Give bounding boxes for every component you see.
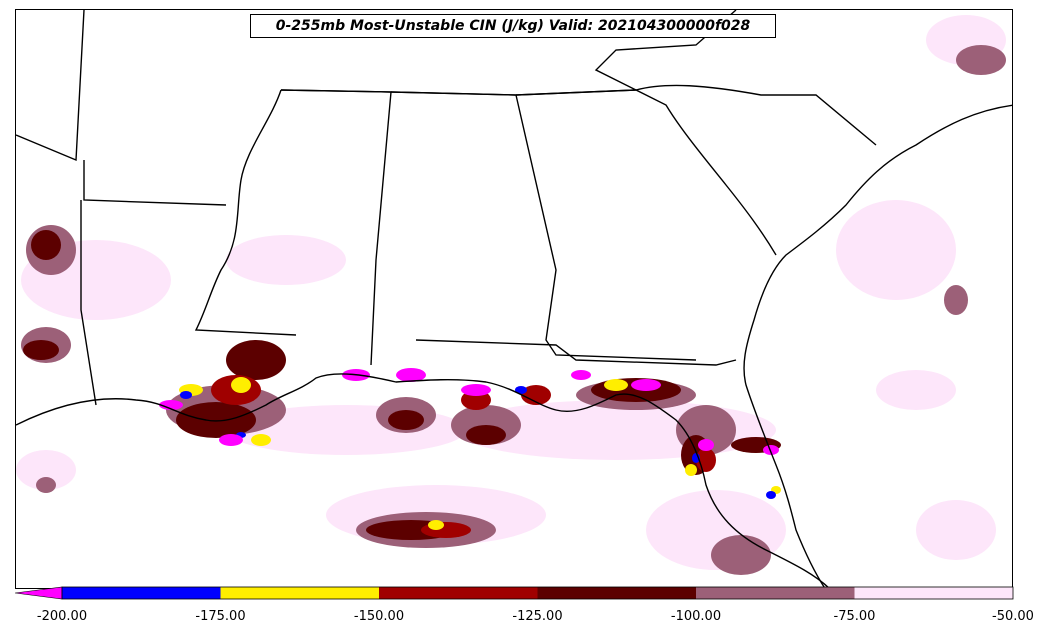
border-ms-al (280, 89, 392, 366)
border-ar-la (80, 200, 97, 406)
colorbar-tick-label: -150.00 (353, 609, 405, 624)
colorbar-tick-label: -75.00 (833, 609, 876, 624)
colorbar-tick-label: -125.00 (512, 609, 563, 624)
cin-yellow-shading (179, 377, 781, 530)
border-ms-river (194, 89, 297, 336)
border-tn (280, 10, 737, 96)
colorbar-extend-min (15, 586, 63, 600)
colorbar-tick-label: -100.00 (670, 609, 722, 624)
atlantic-coastline (743, 104, 1012, 588)
coastlines-and-borders (16, 10, 1012, 588)
colorbar-tick-label: -50.00 (992, 609, 1034, 624)
colorbar-bin (696, 587, 855, 599)
map-title: 0-255mb Most-Unstable CIN (J/kg) Valid: … (250, 14, 776, 38)
map-panel (15, 9, 1013, 589)
gulf-coastline (16, 373, 830, 588)
cin-map (16, 10, 1012, 588)
colorbar-bin (62, 587, 221, 599)
border-tx-la (16, 10, 85, 162)
border-ga-sc (515, 89, 777, 256)
colorbar (15, 586, 1014, 600)
colorbar-bin (220, 587, 379, 599)
colorbar-tick-label: -200.00 (36, 609, 88, 624)
colorbar-bin (537, 587, 696, 599)
cin-light-shading (16, 15, 1006, 570)
colorbar-bin (379, 587, 538, 599)
border-nc-sc (635, 84, 877, 146)
border-ok-tx (83, 160, 227, 206)
border-fl-ga (415, 339, 737, 366)
colorbar-tick-label: -175.00 (195, 609, 246, 624)
cin-magenta-shading (159, 368, 779, 455)
colorbar-bins (62, 587, 1013, 599)
colorbar-bin (854, 587, 1013, 599)
border-al-ga (390, 91, 697, 361)
